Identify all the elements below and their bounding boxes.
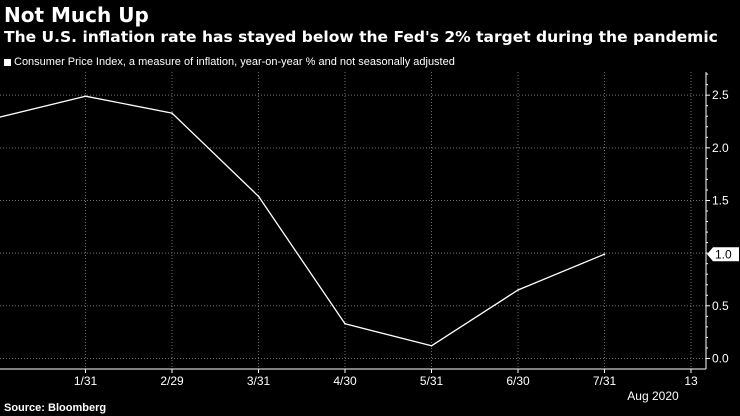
cpi-data-point — [257, 195, 260, 198]
y-tick-label: 2.5 — [712, 88, 729, 102]
x-tick-label: 13 — [684, 374, 698, 388]
x-tick-label: 4/30 — [333, 374, 357, 388]
cpi-data-point — [84, 95, 87, 98]
chart-subtitle: The U.S. inflation rate has stayed below… — [4, 28, 718, 46]
cpi-data-point — [603, 253, 606, 256]
y-tick-label: 1.5 — [712, 193, 729, 207]
x-tick-label: 1/31 — [74, 374, 98, 388]
cpi-data-point — [171, 112, 173, 114]
x-tick-label: 7/31 — [593, 374, 617, 388]
y-tick-label: 0.0 — [712, 351, 729, 365]
cpi-data-point — [344, 322, 346, 325]
y-tick-label: 2.0 — [712, 141, 729, 155]
x-tick-label: 5/31 — [420, 374, 444, 388]
y-tick-label: 0.5 — [712, 299, 729, 313]
last-value-label: 1.0 — [715, 248, 732, 262]
cpi-data-point — [517, 289, 519, 291]
x-tick-label: 2/29 — [160, 374, 184, 388]
chart-legend: Consumer Price Index, a measure of infla… — [4, 55, 455, 69]
legend-swatch-icon — [4, 58, 11, 66]
cpi-data-point — [430, 345, 433, 347]
cpi-series-line — [0, 95, 605, 347]
last-value-box — [707, 247, 739, 262]
chart-title: Not Much Up — [4, 3, 149, 27]
source-label: Source: Bloomberg — [4, 402, 107, 414]
x-period-label: Aug 2020 — [627, 389, 679, 403]
x-tick-label: 3/31 — [247, 374, 271, 388]
x-tick-label: 6/30 — [506, 374, 530, 388]
legend-label: Consumer Price Index, a measure of infla… — [14, 56, 455, 68]
